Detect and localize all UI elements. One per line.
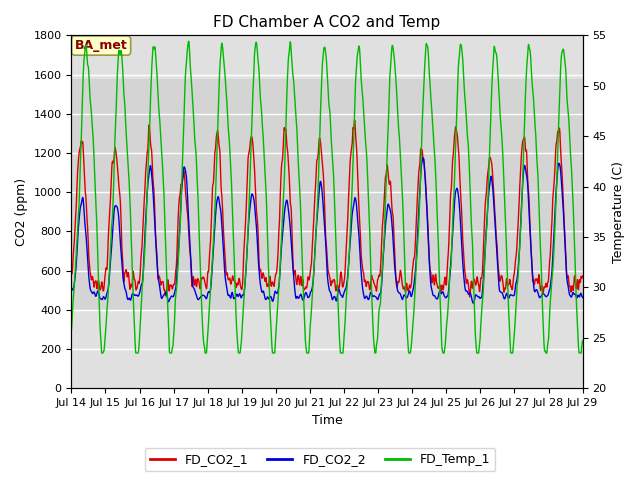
Line: FD_CO2_2: FD_CO2_2 xyxy=(72,158,582,303)
FD_CO2_1 xyxy=(579,273,586,279)
FD_Temp_1 xyxy=(211,216,218,221)
FD_Temp_1 xyxy=(98,350,106,356)
Line: FD_CO2_1: FD_CO2_1 xyxy=(72,120,582,297)
FD_CO2_1 xyxy=(476,288,483,294)
FD_Temp_1 xyxy=(579,338,586,344)
X-axis label: Time: Time xyxy=(312,414,342,427)
FD_CO2_2 xyxy=(210,238,218,244)
FD_Temp_1 xyxy=(342,304,349,310)
FD_CO2_2 xyxy=(476,295,483,301)
FD_CO2_1 xyxy=(342,262,349,268)
FD_CO2_2 xyxy=(548,267,556,273)
FD_CO2_2 xyxy=(353,202,360,208)
FD_CO2_2 xyxy=(534,289,541,295)
FD_Temp_1 xyxy=(476,342,483,348)
FD_Temp_1 xyxy=(548,276,556,282)
FD_CO2_2 xyxy=(469,300,477,306)
FD_CO2_1 xyxy=(353,147,360,153)
FD_CO2_1 xyxy=(351,117,358,123)
Bar xyxy=(72,80,582,310)
FD_Temp_1 xyxy=(534,171,541,177)
FD_CO2_1 xyxy=(210,170,218,176)
FD_CO2_2 xyxy=(342,286,349,292)
FD_Temp_1 xyxy=(185,38,193,44)
Legend: FD_CO2_1, FD_CO2_2, FD_Temp_1: FD_CO2_1, FD_CO2_2, FD_Temp_1 xyxy=(145,448,495,471)
FD_Temp_1 xyxy=(353,57,361,63)
Title: FD Chamber A CO2 and Temp: FD Chamber A CO2 and Temp xyxy=(213,15,440,30)
FD_CO2_1 xyxy=(68,271,76,276)
FD_CO2_1 xyxy=(466,294,474,300)
FD_CO2_2 xyxy=(68,285,76,291)
FD_CO2_2 xyxy=(579,295,586,300)
FD_Temp_1 xyxy=(68,327,76,333)
Y-axis label: Temperature (C): Temperature (C) xyxy=(612,161,625,263)
FD_CO2_1 xyxy=(548,216,556,222)
Y-axis label: CO2 (ppm): CO2 (ppm) xyxy=(15,178,28,246)
FD_CO2_1 xyxy=(534,280,541,286)
Line: FD_Temp_1: FD_Temp_1 xyxy=(72,41,582,353)
Text: BA_met: BA_met xyxy=(75,39,127,52)
FD_CO2_2 xyxy=(419,155,427,161)
